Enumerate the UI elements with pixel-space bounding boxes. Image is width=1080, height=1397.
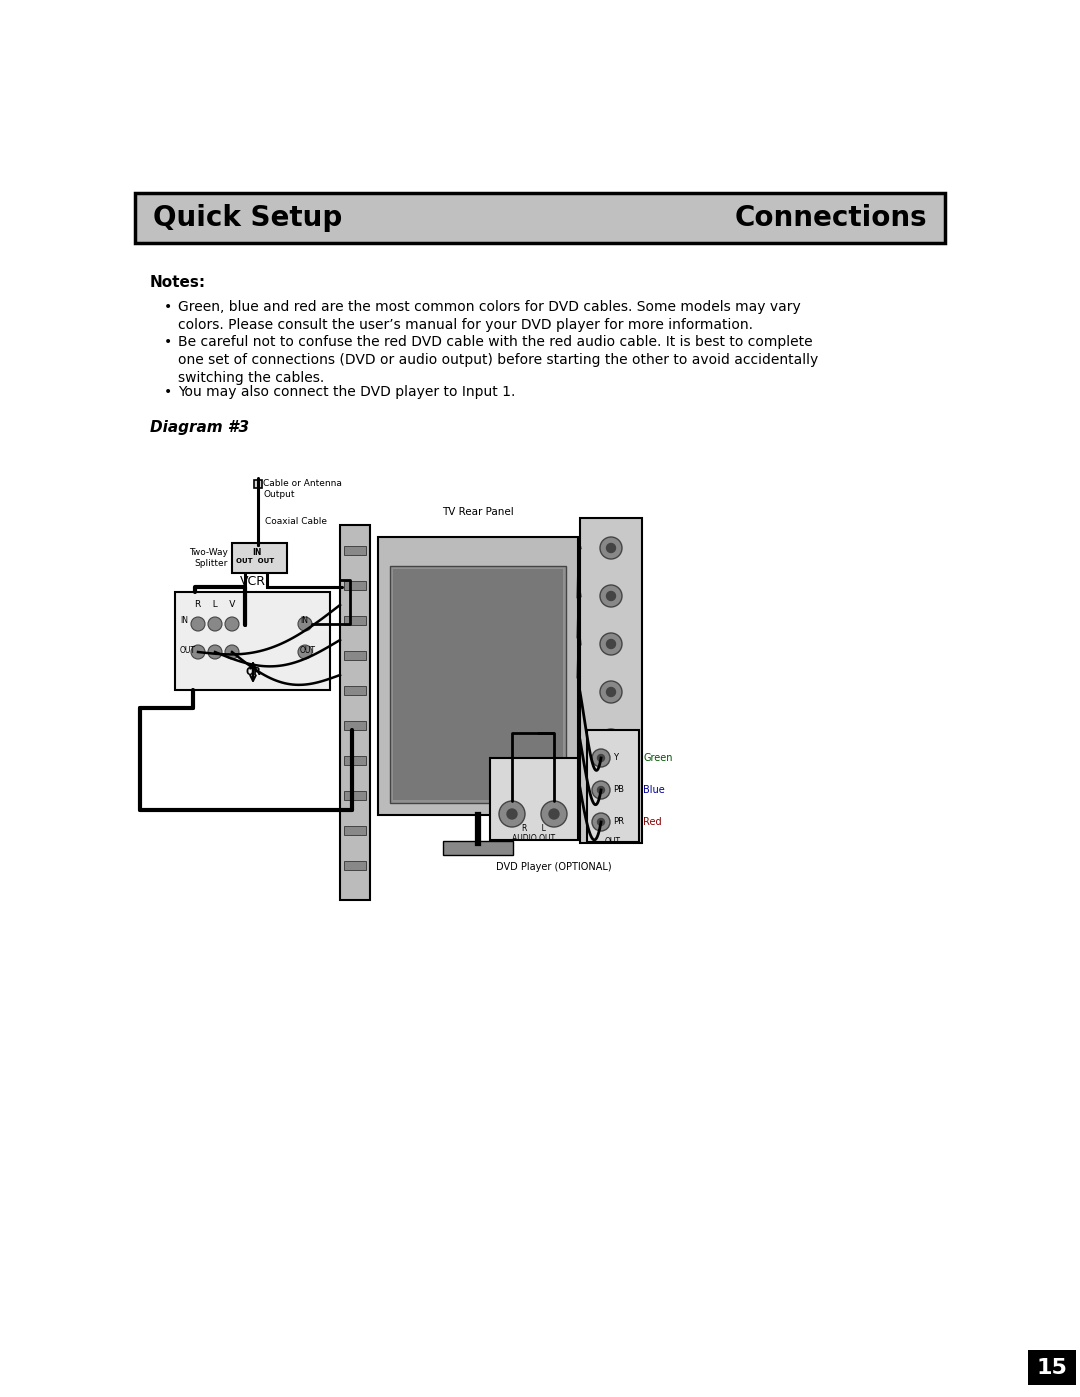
Circle shape xyxy=(607,591,616,601)
Text: Red: Red xyxy=(643,817,662,827)
Text: IN: IN xyxy=(252,548,261,557)
Bar xyxy=(345,721,366,731)
Text: •: • xyxy=(164,335,172,349)
Circle shape xyxy=(191,645,205,659)
Text: Diagram #3: Diagram #3 xyxy=(150,420,249,434)
Circle shape xyxy=(600,777,622,799)
Circle shape xyxy=(597,787,605,793)
Circle shape xyxy=(607,687,616,697)
Bar xyxy=(345,616,366,624)
Text: AUDIO OUT: AUDIO OUT xyxy=(512,834,555,842)
Text: R    L    V: R L V xyxy=(195,599,235,609)
Circle shape xyxy=(298,617,312,631)
Circle shape xyxy=(607,735,616,745)
Circle shape xyxy=(600,536,622,559)
Text: switching the cables.: switching the cables. xyxy=(178,372,324,386)
Circle shape xyxy=(607,543,616,552)
Bar xyxy=(345,546,366,555)
Text: •: • xyxy=(164,300,172,314)
Text: Blue: Blue xyxy=(643,785,665,795)
Circle shape xyxy=(345,722,360,738)
Circle shape xyxy=(541,800,567,827)
Circle shape xyxy=(597,754,605,761)
Circle shape xyxy=(607,784,616,792)
Bar xyxy=(345,686,366,694)
Bar xyxy=(378,536,578,814)
Bar xyxy=(345,581,366,590)
Circle shape xyxy=(499,800,525,827)
Circle shape xyxy=(298,645,312,659)
Text: Coaxial Cable: Coaxial Cable xyxy=(265,517,327,527)
Text: OUT: OUT xyxy=(180,645,195,655)
Circle shape xyxy=(592,813,610,831)
Text: DVD Player (OPTIONAL): DVD Player (OPTIONAL) xyxy=(496,862,611,872)
Circle shape xyxy=(191,617,205,631)
Bar xyxy=(340,525,370,900)
Circle shape xyxy=(507,809,517,819)
Text: OUT  OUT: OUT OUT xyxy=(237,557,274,564)
Text: one set of connections (DVD or audio output) before starting the other to avoid : one set of connections (DVD or audio out… xyxy=(178,353,819,367)
Circle shape xyxy=(208,617,222,631)
Circle shape xyxy=(597,819,605,826)
Circle shape xyxy=(208,645,222,659)
Circle shape xyxy=(592,749,610,767)
Text: R      L: R L xyxy=(522,824,545,833)
Text: OUT: OUT xyxy=(605,837,621,847)
Circle shape xyxy=(592,781,610,799)
Text: Green: Green xyxy=(643,753,673,763)
Text: Connections: Connections xyxy=(734,204,927,232)
Text: Notes:: Notes: xyxy=(150,275,206,291)
Text: Y: Y xyxy=(613,753,618,763)
Circle shape xyxy=(225,617,239,631)
Text: OUT: OUT xyxy=(300,645,316,655)
Bar xyxy=(135,193,945,243)
Text: Quick Setup: Quick Setup xyxy=(153,204,342,232)
Circle shape xyxy=(549,809,559,819)
Circle shape xyxy=(607,640,616,648)
Bar xyxy=(254,481,262,488)
Text: You may also connect the DVD player to Input 1.: You may also connect the DVD player to I… xyxy=(178,386,515,400)
Bar xyxy=(393,569,563,800)
Text: IN: IN xyxy=(300,616,308,624)
Circle shape xyxy=(225,645,239,659)
Bar xyxy=(390,566,566,803)
Text: 15: 15 xyxy=(1037,1358,1067,1377)
Text: TV Rear Panel: TV Rear Panel xyxy=(442,507,514,517)
Text: Cable or Antenna
Output: Cable or Antenna Output xyxy=(264,479,342,499)
Bar xyxy=(232,543,287,573)
Circle shape xyxy=(600,585,622,608)
Bar xyxy=(580,518,642,842)
Text: •: • xyxy=(164,386,172,400)
Circle shape xyxy=(600,680,622,703)
Bar xyxy=(345,826,366,835)
Bar xyxy=(345,861,366,870)
Circle shape xyxy=(600,633,622,655)
Bar xyxy=(588,731,639,842)
Bar xyxy=(1028,1350,1076,1384)
Circle shape xyxy=(600,729,622,752)
Bar xyxy=(175,592,330,690)
Text: colors. Please consult the user’s manual for your DVD player for more informatio: colors. Please consult the user’s manual… xyxy=(178,319,753,332)
Text: Two-Way
Splitter: Two-Way Splitter xyxy=(189,548,228,569)
Bar xyxy=(490,759,578,840)
Bar xyxy=(345,756,366,766)
Text: OR: OR xyxy=(245,666,261,678)
Text: PR: PR xyxy=(613,817,624,827)
Bar xyxy=(443,841,513,855)
Bar xyxy=(345,651,366,659)
Text: IN: IN xyxy=(180,616,188,624)
Text: Green, blue and red are the most common colors for DVD cables. Some models may v: Green, blue and red are the most common … xyxy=(178,300,800,314)
Text: VCR: VCR xyxy=(240,576,266,588)
Bar xyxy=(345,791,366,800)
Text: PB: PB xyxy=(613,785,624,795)
Text: Be careful not to confuse the red DVD cable with the red audio cable. It is best: Be careful not to confuse the red DVD ca… xyxy=(178,335,812,349)
